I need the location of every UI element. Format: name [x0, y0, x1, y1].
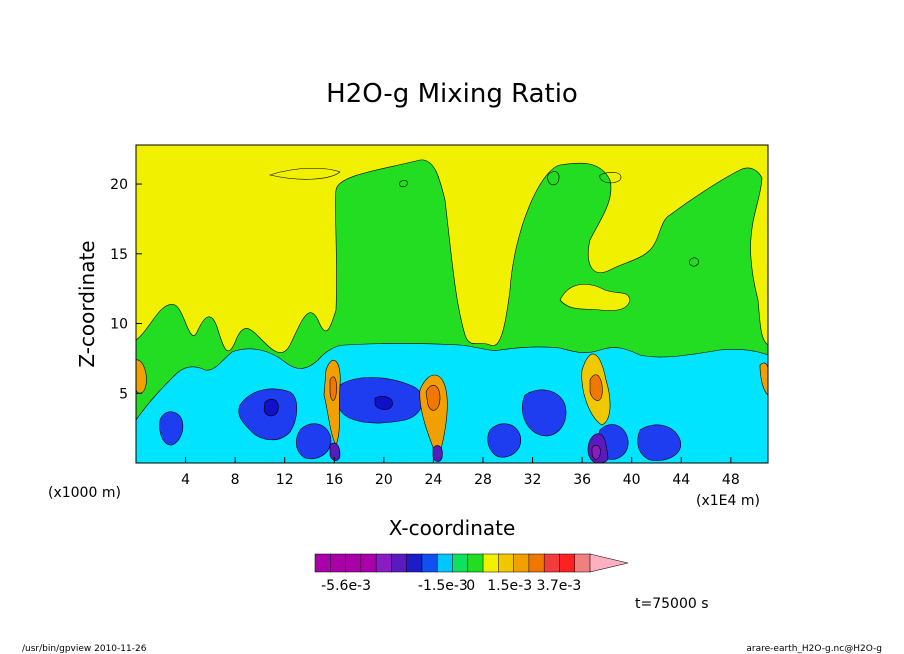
colorbar-swatch [467, 553, 484, 573]
y-tick-label: 5 [119, 386, 128, 402]
colorbar-swatch [330, 553, 347, 573]
colorbar-label: -1.5e-3 [418, 578, 468, 594]
x-scale-note: (x1E4 m) [696, 493, 760, 509]
footer-left: /usr/bin/gpview 2010-11-26 [22, 644, 147, 654]
colorbar-swatch [421, 553, 438, 573]
y-tick-label: 10 [110, 317, 128, 333]
time-label: t=75000 s [635, 596, 709, 612]
footer-right: arare-earth_H2O-g.nc@H2O-g [746, 644, 882, 654]
x-axis: 4 8 12 16 20 24 28 32 36 40 44 48 [181, 457, 740, 488]
region-yellow-patch-1 [559, 284, 631, 311]
x-tick-label: 44 [672, 472, 690, 488]
colorbar-swatch [498, 553, 515, 573]
colorbar [314, 553, 629, 573]
colorbar-swatch [482, 553, 500, 573]
colorbar-swatch [513, 553, 530, 573]
region-updrafts [136, 353, 768, 461]
colorbar-overflow-arrow [589, 553, 629, 573]
colorbar-swatch [574, 553, 591, 573]
y-axis: 5 10 15 20 [110, 177, 142, 402]
x-tick-label: 12 [276, 472, 294, 488]
plot-frame [135, 144, 769, 464]
region-negative-purple [329, 433, 609, 463]
x-tick-label: 16 [325, 472, 343, 488]
colorbar-label: 3.7e-3 [537, 578, 582, 594]
contour-field [136, 145, 768, 463]
colorbar-label: 0 [466, 578, 475, 594]
region-deep-blue [263, 396, 393, 417]
colorbar-label: 1.5e-3 [487, 578, 532, 594]
x-tick-label: 4 [181, 472, 190, 488]
x-tick-label: 8 [231, 472, 240, 488]
x-tick-label: 48 [722, 472, 740, 488]
colorbar-swatch [375, 553, 393, 573]
y-tick-label: 15 [110, 247, 128, 263]
colorbar-swatch [345, 553, 362, 573]
x-unit-note: (x1000 m) [48, 485, 121, 501]
x-tick-label: 20 [375, 472, 393, 488]
y-tick-label: 20 [110, 177, 128, 193]
contour-speckles [399, 171, 699, 267]
colorbar-label: -5.6e-3 [321, 578, 371, 594]
colorbar-swatch [391, 553, 408, 573]
colorbar-swatch [360, 553, 377, 573]
x-tick-label: 36 [573, 472, 591, 488]
x-tick-label: 32 [524, 472, 542, 488]
y-axis-label: Z-coordinate [75, 240, 99, 367]
x-tick-label: 28 [474, 472, 492, 488]
colorbar-swatch [314, 553, 332, 573]
colorbar-swatch [436, 553, 454, 573]
x-axis-label: X-coordinate [389, 516, 516, 540]
colorbar-swatch [528, 553, 545, 573]
colorbar-swatch [452, 553, 469, 573]
colorbar-swatch [543, 553, 561, 573]
colorbar-swatch [559, 553, 576, 573]
chart-title: H2O-g Mixing Ratio [326, 79, 578, 109]
colorbar-labels: -5.6e-3 -1.5e-30 1.5e-3 3.7e-3 [321, 578, 581, 594]
colorbar-swatch [406, 553, 423, 573]
x-tick-label: 40 [623, 472, 641, 488]
x-tick-label: 24 [424, 472, 442, 488]
region-yellow-patch-2 [268, 168, 341, 180]
